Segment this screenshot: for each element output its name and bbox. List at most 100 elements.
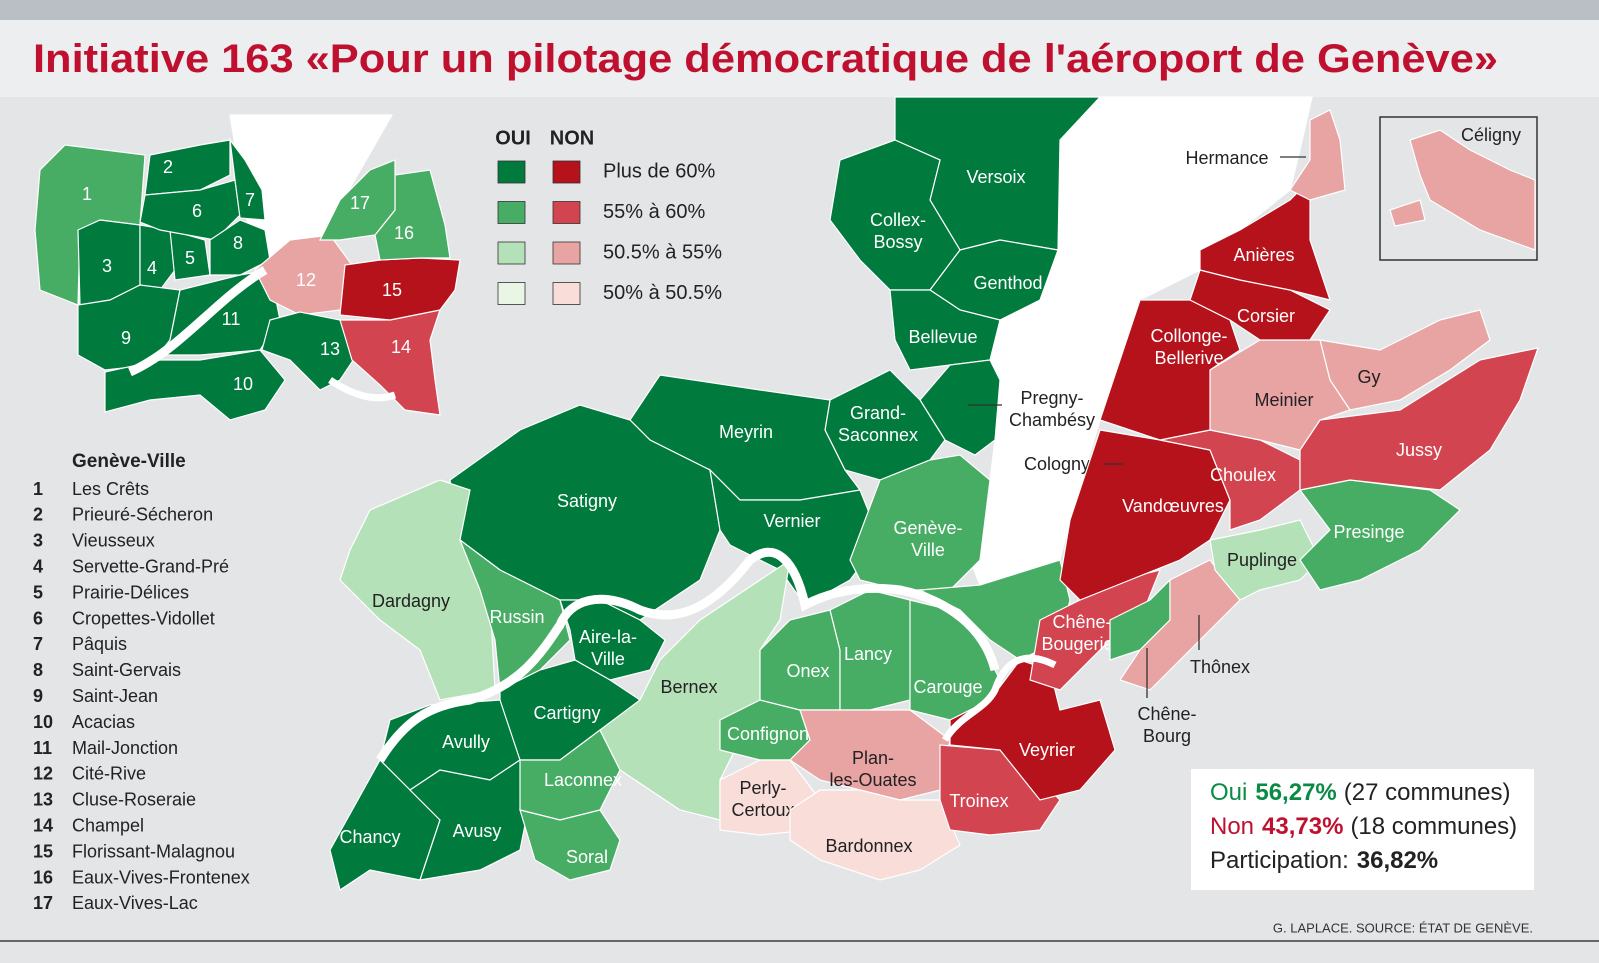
district-area — [104, 349, 286, 421]
commune-label-line: Satigny — [557, 491, 617, 511]
commune-label-line: Collex- — [870, 210, 926, 230]
title: Initiative 163 «Pour un pilotage démocra… — [33, 37, 1498, 81]
commune-label: Aire-la-Ville — [579, 627, 637, 669]
commune-label-line: Chambésy — [1009, 410, 1095, 430]
commune-label: Perly-Certoux — [731, 778, 794, 820]
legend-swatch — [552, 241, 581, 265]
commune-label: Cartigny — [533, 703, 600, 723]
district-number: 2 — [163, 157, 173, 177]
commune-label: Meyrin — [719, 422, 773, 442]
city-title: Genève-Ville — [72, 451, 186, 472]
commune-label-line: Saconnex — [838, 425, 918, 445]
commune-area — [949, 659, 1116, 801]
commune-label-line: Ville — [591, 649, 625, 669]
commune-label-line: Carouge — [913, 677, 982, 697]
source: G. LAPLACE. SOURCE: ÉTAT DE GENÈVE. — [1273, 920, 1533, 935]
commune-label: Onex — [786, 661, 829, 681]
district-number: 16 — [394, 223, 414, 243]
district-number: 3 — [102, 256, 112, 276]
commune-label-line: Onex — [786, 661, 829, 681]
commune-label-line: Céligny — [1461, 125, 1521, 145]
commune-label: Vernier — [763, 511, 820, 531]
district-list-name: Eaux-Vives-Lac — [72, 893, 198, 913]
commune-label-line: Bougeries — [1041, 634, 1122, 654]
commune-label-line: Pregny- — [1020, 388, 1083, 408]
commune-label: Russin — [489, 607, 544, 627]
district-list-number: 14 — [33, 815, 53, 835]
commune-label-line: les-Ouates — [829, 770, 916, 790]
commune-label-line: Cartigny — [533, 703, 600, 723]
commune-label-line: Bourg — [1143, 726, 1191, 746]
commune-label-line: Chancy — [339, 827, 400, 847]
district-area — [229, 137, 266, 221]
commune-label: Meinier — [1254, 390, 1313, 410]
district-list-name: Florissant-Malagnou — [72, 841, 235, 861]
commune-area — [1289, 109, 1346, 201]
commune-label: Veyrier — [1019, 740, 1075, 760]
commune-label-line: Genthod — [973, 273, 1042, 293]
legend-label: 50% à 50.5% — [603, 282, 722, 304]
commune-label: Avusy — [453, 821, 502, 841]
rhone — [376, 547, 1000, 763]
commune-label: Carouge — [913, 677, 982, 697]
district-number: 11 — [222, 309, 241, 329]
district-number: 4 — [147, 258, 157, 278]
commune-label: Grand-Saconnex — [838, 403, 918, 445]
commune-label-line: Veyrier — [1019, 740, 1075, 760]
commune-label-line: Aire-la- — [579, 627, 637, 647]
arve — [941, 654, 1057, 742]
commune-label: Hermance — [1185, 148, 1268, 168]
commune-area — [1299, 347, 1539, 491]
commune-label-line: Lancy — [844, 644, 892, 664]
legend-swatch — [497, 282, 526, 305]
commune-area — [1209, 519, 1321, 601]
district-list-number: 8 — [33, 660, 43, 680]
commune-label: Jussy — [1396, 440, 1442, 460]
commune-label: Genthod — [973, 273, 1042, 293]
commune-label-line: Dardagny — [372, 591, 450, 611]
commune-label-line: Bardonnex — [825, 836, 912, 856]
commune-label: Soral — [566, 847, 608, 867]
district-area — [139, 179, 241, 241]
commune-label: Confignon — [727, 724, 809, 744]
commune-area — [519, 809, 621, 881]
legend-swatch — [552, 201, 581, 224]
district-list-number: 3 — [33, 531, 43, 551]
district-list-number: 9 — [33, 686, 43, 706]
district-list-number: 17 — [33, 893, 53, 913]
commune-label: Lancy — [844, 644, 892, 664]
legend-swatch — [497, 201, 526, 224]
commune-label-line: Soral — [566, 847, 608, 867]
district-number: 15 — [382, 280, 402, 300]
district-list-name: Eaux-Vives-Frontenex — [72, 867, 250, 887]
commune-label: Vandœuvres — [1122, 496, 1224, 516]
commune-label-line: Meyrin — [719, 422, 773, 442]
commune-label-line: Vandœuvres — [1122, 496, 1224, 516]
district-list-name: Vieusseux — [72, 531, 155, 551]
district-list-name: Saint-Gervais — [72, 660, 181, 680]
commune-label: Collonge-Bellerive — [1150, 326, 1227, 368]
district-number: 8 — [233, 233, 243, 253]
legend-label: 50.5% à 55% — [603, 241, 722, 263]
commune-label: Anières — [1233, 245, 1294, 265]
district-number: 9 — [121, 328, 131, 348]
commune-label-line: Bellerive — [1154, 348, 1223, 368]
commune-label: Gy — [1357, 367, 1380, 387]
district-list-number: 2 — [33, 505, 43, 525]
district-number: 14 — [391, 337, 411, 357]
district-list-number: 7 — [33, 634, 43, 654]
commune-label: Chêne-Bougeries — [1041, 612, 1122, 654]
district-list-number: 12 — [33, 764, 53, 784]
commune-label-line: Meinier — [1254, 390, 1313, 410]
legend-swatch — [497, 160, 526, 184]
commune-label-line: Bellevue — [908, 327, 977, 347]
commune-label-line: Puplinge — [1227, 550, 1297, 570]
participation-pct: 36,82% — [1357, 847, 1438, 874]
commune-label-line: Choulex — [1210, 465, 1276, 485]
commune-label-line: Anières — [1233, 245, 1294, 265]
commune-label: Presinge — [1333, 522, 1404, 542]
commune-label-line: Ville — [911, 540, 945, 560]
commune-label-line: Gy — [1357, 367, 1380, 387]
commune-label: Choulex — [1210, 465, 1276, 485]
commune-label-line: Chêne- — [1137, 704, 1196, 724]
